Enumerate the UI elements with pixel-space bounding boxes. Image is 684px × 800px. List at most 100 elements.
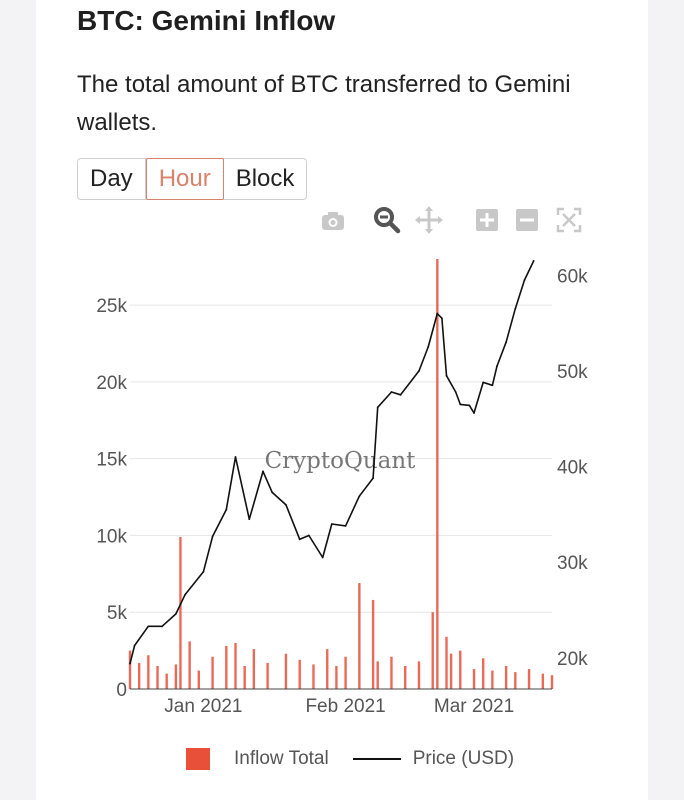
inflow-bar: [298, 659, 301, 689]
inflow-bar: [491, 670, 494, 689]
inflow-bar: [211, 656, 214, 689]
inflow-bar: [147, 655, 150, 689]
y-right-tick-label: 60k: [557, 266, 588, 287]
price-point: [307, 534, 310, 537]
legend-swatch-price: [352, 758, 401, 760]
inflow-bar: [459, 650, 462, 689]
inflow-bar: [326, 649, 329, 689]
y-left-tick-label: 5k: [107, 603, 128, 624]
pan-icon[interactable]: [414, 205, 444, 235]
price-point: [225, 508, 228, 511]
camera-icon[interactable]: [318, 205, 348, 235]
price-point: [491, 384, 494, 387]
inflow-bar: [225, 646, 228, 689]
price-point: [174, 613, 177, 615]
page-title: BTC: Gemini Inflow: [77, 5, 336, 36]
price-point: [390, 391, 393, 393]
inflow-bar: [504, 665, 508, 689]
inflow-bar: [481, 658, 485, 689]
zoom-out-icon[interactable]: [512, 205, 542, 235]
tab-day[interactable]: Day: [78, 159, 146, 199]
inflow-bar: [514, 672, 517, 689]
price-point: [211, 535, 214, 538]
price-point: [298, 538, 301, 541]
inflow-bar: [137, 662, 141, 689]
inflow-bar: [234, 642, 237, 689]
y-right-tick-label: 20k: [557, 649, 588, 670]
zoom-icon[interactable]: [372, 205, 402, 235]
legend-label-price[interactable]: Price (USD): [412, 748, 515, 769]
price-point: [330, 523, 333, 525]
inflow-bar: [197, 670, 201, 689]
inflow-bar: [431, 612, 434, 689]
y-left-tick-label: 20k: [96, 373, 127, 394]
inflow-bar: [165, 673, 168, 689]
y-left-tick-label: 0: [116, 680, 127, 701]
legend-swatch-inflow: [186, 748, 210, 770]
inflow-bar: [371, 599, 375, 689]
inflow-bar: [252, 649, 256, 689]
inflow-bar: [445, 636, 448, 689]
inflow-bar: [376, 661, 379, 689]
inflow-bar: [472, 669, 476, 689]
y-right-tick-label: 50k: [557, 362, 588, 383]
price-point: [418, 370, 420, 372]
price-point: [482, 381, 485, 384]
inflow-bar: [527, 669, 531, 689]
chart-description: The total amount of BTC transferred to G…: [77, 71, 571, 136]
price-point: [234, 456, 237, 458]
price-point: [248, 518, 251, 521]
interval-tabs: Day Hour Block: [77, 158, 308, 200]
price-point: [523, 279, 526, 281]
inflow-bar: [344, 656, 347, 689]
y-left-tick-label: 15k: [96, 450, 127, 471]
legend-label-inflow[interactable]: Inflow Total: [234, 748, 329, 769]
tab-hour[interactable]: Hour: [145, 158, 224, 200]
tab-block[interactable]: Block: [235, 165, 295, 192]
inflow-bar: [335, 665, 338, 689]
inflow-bar: [128, 650, 132, 689]
zoom-in-icon[interactable]: [472, 205, 502, 235]
y-left-tick-label: 10k: [96, 526, 127, 547]
price-point: [505, 341, 508, 344]
price-point: [454, 391, 457, 393]
inflow-bar: [179, 536, 182, 689]
inflow-bar: [358, 583, 361, 689]
price-point: [262, 470, 264, 473]
price-point: [436, 312, 439, 315]
inflow-bar: [174, 664, 178, 689]
price-point: [427, 346, 430, 348]
price-point: [372, 477, 375, 479]
x-tick-label: Mar 2021: [434, 696, 514, 717]
price-point: [473, 412, 475, 414]
inflow-bar: [541, 673, 545, 689]
inflow-bar: [449, 653, 453, 689]
price-point: [376, 406, 379, 409]
price-point: [184, 593, 186, 596]
inflow-bar: [550, 675, 554, 689]
inflow-bar: [417, 661, 421, 689]
price-point: [358, 495, 361, 498]
inflow-chart: 0 5k 10k 15k 20k 25k 20k 30k 40k 50k 60k Jan 2021 Fe…: [96, 259, 588, 717]
price-point: [441, 317, 443, 320]
price-point: [202, 570, 205, 573]
inflow-bar: [156, 665, 159, 689]
price-point: [129, 662, 131, 665]
autoscale-icon[interactable]: [554, 205, 584, 235]
price-point: [147, 625, 150, 628]
price-point: [271, 491, 274, 494]
watermark-text: CryptoQuant: [265, 448, 417, 474]
chart-legend: Inflow Total Price (USD): [186, 748, 514, 770]
price-point: [445, 374, 448, 377]
inflow-bar: [188, 641, 191, 689]
price-point: [459, 403, 462, 406]
x-tick-label: Feb 2021: [305, 696, 385, 717]
price-point: [344, 524, 347, 527]
price-point: [532, 260, 535, 262]
price-point: [468, 404, 471, 407]
price-point: [496, 365, 498, 368]
y-right-tick-label: 40k: [557, 458, 588, 479]
price-point: [161, 625, 164, 628]
inflow-bar: [312, 664, 315, 689]
inflow-bar: [284, 653, 288, 689]
